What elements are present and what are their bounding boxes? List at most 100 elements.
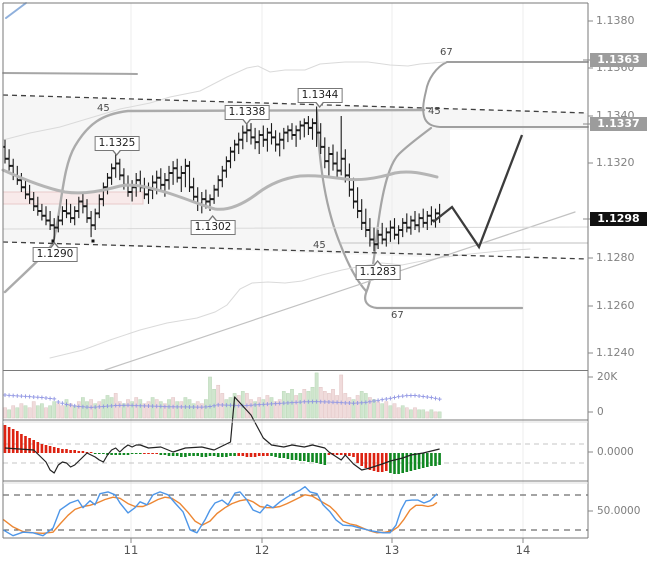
candle-open-tick [285,131,288,134]
macd-bar [368,453,372,470]
candle-open-tick [43,214,46,217]
candle-close-tick [374,243,377,246]
candle-open-tick [318,131,321,134]
volume-bar [392,403,397,419]
macd-bar [40,444,44,453]
volume-bar [212,389,216,419]
macd-bar [77,451,81,453]
candle-close-tick [333,162,336,165]
candle-open-tick [412,219,415,222]
price-callout-1-1290: 1.1290 [32,242,78,262]
candle-close-tick [279,138,282,141]
macd-bar [73,450,76,453]
candle-open-tick [121,174,124,177]
candle-open-tick [101,198,104,201]
macd-bar [221,453,224,457]
candle-close-tick [329,153,331,155]
candle-open-tick [257,141,259,144]
macd-bar [323,453,327,465]
candle-open-tick [392,226,395,229]
candle-open-tick [384,238,387,241]
macd-bar [20,434,23,453]
candle-open-tick [171,172,173,174]
candle-open-tick [216,188,218,191]
candle-close-tick [210,198,213,201]
volume-bar [19,403,24,419]
candle-close-tick [115,162,118,165]
volume-bar [27,407,32,419]
macd-bar [389,453,392,473]
candle-close-tick [271,136,274,139]
candle-close-tick [42,214,44,217]
envelope-upper [2,61,446,141]
candle-open-tick [113,167,116,170]
candle-close-tick [21,186,24,189]
macd-bar [163,453,167,455]
candle-close-tick [284,131,286,134]
macd-bar [16,431,19,453]
price-callout-1-1344: 1.1344 [297,88,343,108]
candle-open-tick [425,221,428,224]
volume-bar [23,405,28,419]
macd-bar [171,453,175,456]
volume-bar [376,401,380,419]
candle-open-tick [273,136,276,139]
candle-open-tick [105,186,108,189]
volume-bar [368,397,372,419]
candle-close-tick [181,172,184,174]
candle-open-tick [187,164,190,167]
volume-bar [15,407,20,419]
volume-bar [253,401,257,419]
candle-close-tick [177,176,180,179]
macd-bar [290,453,294,460]
candle-open-tick [162,183,165,186]
y-axis-tick: 1.1380 [596,14,635,27]
candle-open-tick [76,210,79,212]
macd-bar [417,453,421,469]
macd-bar [426,453,429,467]
candle-open-tick [166,179,169,182]
volume-bar [163,403,167,419]
macd-bar [44,445,48,453]
macd-bar [298,453,302,461]
volume-bar [404,407,409,419]
macd-bar [36,442,40,453]
candle-close-tick [398,229,401,231]
candle-close-tick [99,198,102,201]
macd-bar [28,438,31,453]
candle-close-tick [370,238,372,241]
candle-close-tick [222,169,225,172]
candle-close-tick [234,143,237,146]
candle-open-tick [404,221,407,224]
candle-close-tick [202,198,204,201]
volume-bar [142,403,147,419]
volume-bar [158,401,163,419]
candle-open-tick [183,172,186,174]
level-line [2,226,589,230]
macd-bar [11,429,15,453]
candle-open-tick [289,129,292,132]
candle-close-tick [5,157,8,160]
candle-close-tick [259,134,262,136]
candle-open-tick [23,186,26,189]
candle-open-tick [244,131,247,134]
dashed-channel-line [2,94,589,114]
candle-open-tick [175,167,177,170]
y-axis-tick: 1.1240 [596,346,635,359]
candle-close-tick [156,176,159,179]
volume-bar [429,409,434,419]
candle-close-tick [316,131,319,134]
candle-open-tick [343,157,346,160]
volume-bar [130,401,134,419]
candle-open-tick [306,122,309,125]
candle-open-tick [330,153,333,155]
macd-bar [32,440,35,453]
price-callout-1-1283: 1.1283 [355,260,401,280]
candle-close-tick [17,179,20,182]
volume-bar [216,384,221,419]
volume-bar [298,393,303,419]
macd-bar [339,453,343,455]
volume-bar [355,395,360,419]
